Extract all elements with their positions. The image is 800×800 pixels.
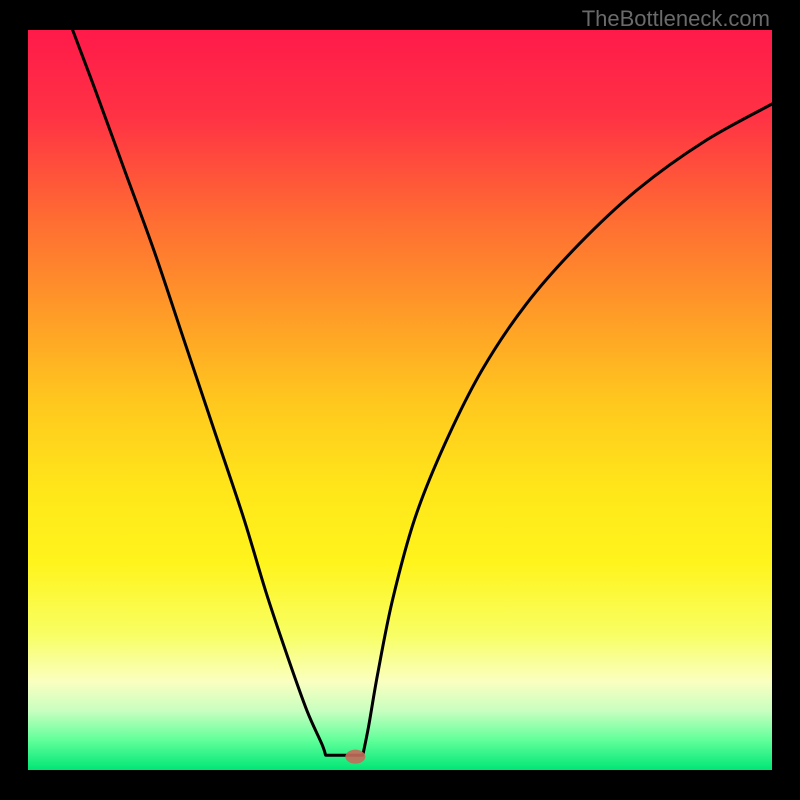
bottleneck-curve: [73, 30, 772, 755]
curve-layer: [28, 30, 772, 770]
watermark-text: TheBottleneck.com: [582, 6, 770, 32]
minimum-marker: [345, 750, 365, 764]
chart-frame: TheBottleneck.com: [0, 0, 800, 800]
chart-canvas: [28, 30, 772, 770]
